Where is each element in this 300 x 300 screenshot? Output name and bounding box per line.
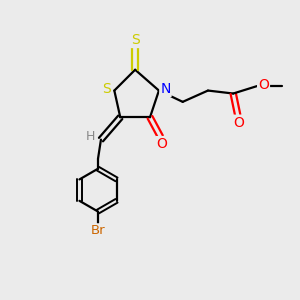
Text: S: S bbox=[131, 33, 140, 47]
Text: O: O bbox=[233, 116, 244, 130]
Text: H: H bbox=[86, 130, 95, 143]
Text: O: O bbox=[258, 78, 269, 92]
Text: Br: Br bbox=[91, 224, 105, 237]
Text: S: S bbox=[102, 82, 110, 96]
Text: N: N bbox=[160, 82, 171, 96]
Text: O: O bbox=[157, 137, 167, 151]
